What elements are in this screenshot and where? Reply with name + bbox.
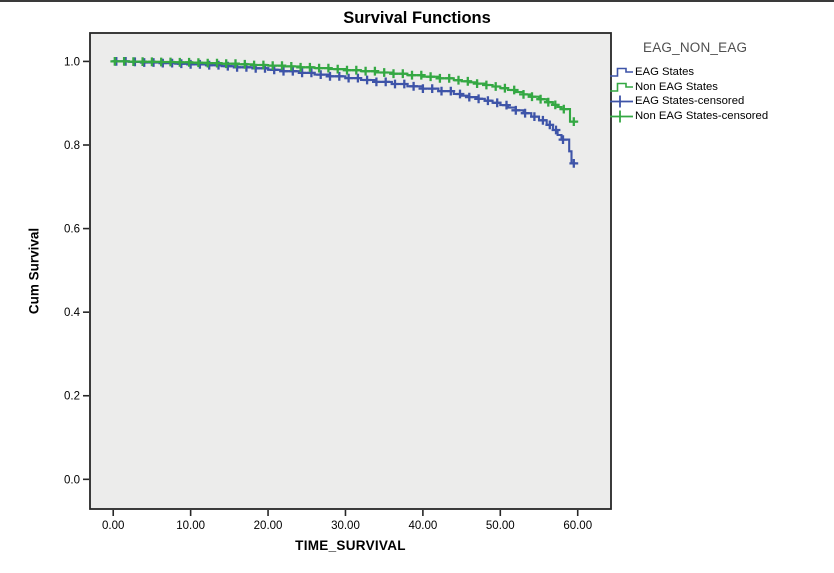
legend: EAG_NON_EAG EAG States Non EAG States EAG … [610, 36, 834, 123]
plot-border [89, 32, 612, 510]
x-tick-label: 20.00 [254, 520, 283, 532]
x-axis-title: TIME_SURVIVAL [295, 538, 406, 553]
censored-markers-non-eag [110, 57, 579, 126]
legend-item-label: Non EAG States [635, 80, 718, 93]
legend-item-non-eag-states-censored: Non EAG States-censored [610, 109, 834, 124]
y-tick-label: 0.2 [64, 391, 80, 403]
censored-plus-icon [610, 95, 633, 108]
legend-title: EAG_NON_EAG [643, 40, 748, 55]
x-tick-label: 60.00 [563, 520, 592, 532]
censored-plus-icon [610, 110, 633, 123]
y-tick-label: 1.0 [64, 56, 80, 68]
step-line-icon [610, 82, 633, 92]
legend-item-label: EAG States-censored [635, 95, 745, 108]
x-tick-label: 30.00 [331, 520, 360, 532]
y-tick-label: 0.6 [64, 224, 80, 236]
x-tick-label: 0.00 [102, 520, 124, 532]
x-tick-label: 40.00 [408, 520, 437, 532]
x-tick-label: 50.00 [486, 520, 515, 532]
y-tick-label: 0.8 [64, 140, 80, 152]
top-divider-line [0, 0, 834, 2]
y-axis-title: Cum Survival [26, 227, 42, 315]
legend-items: EAG States Non EAG States EAG States-censo… [610, 65, 834, 123]
legend-item-eag-states: EAG States [610, 65, 834, 80]
legend-item-label: Non EAG States-censored [635, 110, 769, 123]
chart-title: Survival Functions [343, 9, 491, 27]
legend-item-label: EAG States [635, 66, 695, 79]
step-line-icon [610, 67, 633, 78]
plot-area [90, 33, 611, 509]
legend-item-eag-states-censored: EAG States-censored [610, 94, 834, 109]
x-tick-label: 10.00 [176, 520, 205, 532]
y-tick-label: 0.4 [64, 307, 81, 319]
legend-item-non-eag-states: Non EAG States [610, 80, 834, 95]
y-tick-label: 0.0 [64, 474, 80, 486]
